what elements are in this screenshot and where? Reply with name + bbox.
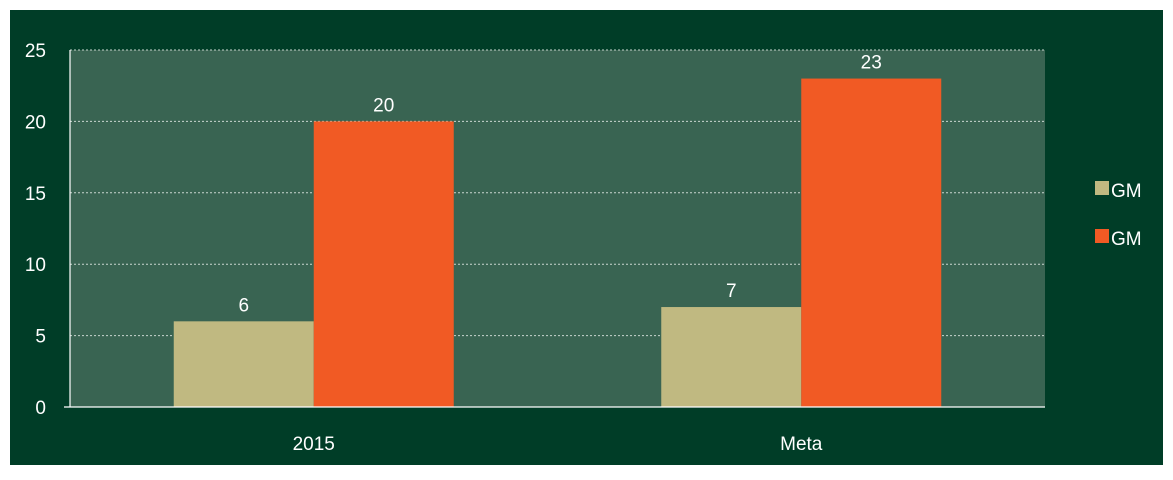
y-tick-label: 10 bbox=[25, 255, 46, 276]
legend-swatch bbox=[1095, 181, 1109, 195]
legend-label: GM bbox=[1111, 229, 1142, 250]
bar-chart: 6 20 7 23 0 5 10 15 20 25 2015 Meta GM GM bbox=[25, 41, 1142, 455]
data-label: 20 bbox=[373, 95, 394, 116]
data-label: 6 bbox=[238, 295, 249, 316]
data-label: 7 bbox=[726, 281, 737, 302]
legend-swatch bbox=[1095, 229, 1109, 243]
y-tick-label: 0 bbox=[35, 398, 46, 419]
chart-frame: 6 20 7 23 0 5 10 15 20 25 2015 Meta GM GM bbox=[10, 10, 1163, 465]
bar-2-meta bbox=[801, 78, 942, 407]
x-tick-label: 2015 bbox=[293, 434, 335, 455]
y-tick-label: 5 bbox=[35, 327, 46, 348]
y-tick-label: 20 bbox=[25, 112, 46, 133]
legend: GM GM bbox=[1095, 181, 1142, 250]
bar-2-2015 bbox=[313, 121, 454, 408]
bar-1-2015 bbox=[173, 321, 314, 407]
data-label: 23 bbox=[861, 53, 882, 74]
legend-label: GM bbox=[1111, 181, 1142, 202]
y-tick-label: 25 bbox=[25, 41, 46, 62]
y-tick-label: 15 bbox=[25, 184, 46, 205]
bars: 6 20 7 23 bbox=[173, 53, 942, 408]
bar-1-meta bbox=[661, 307, 802, 407]
axes: 0 5 10 15 20 25 2015 Meta bbox=[25, 41, 1045, 455]
x-tick-label: Meta bbox=[780, 434, 823, 455]
